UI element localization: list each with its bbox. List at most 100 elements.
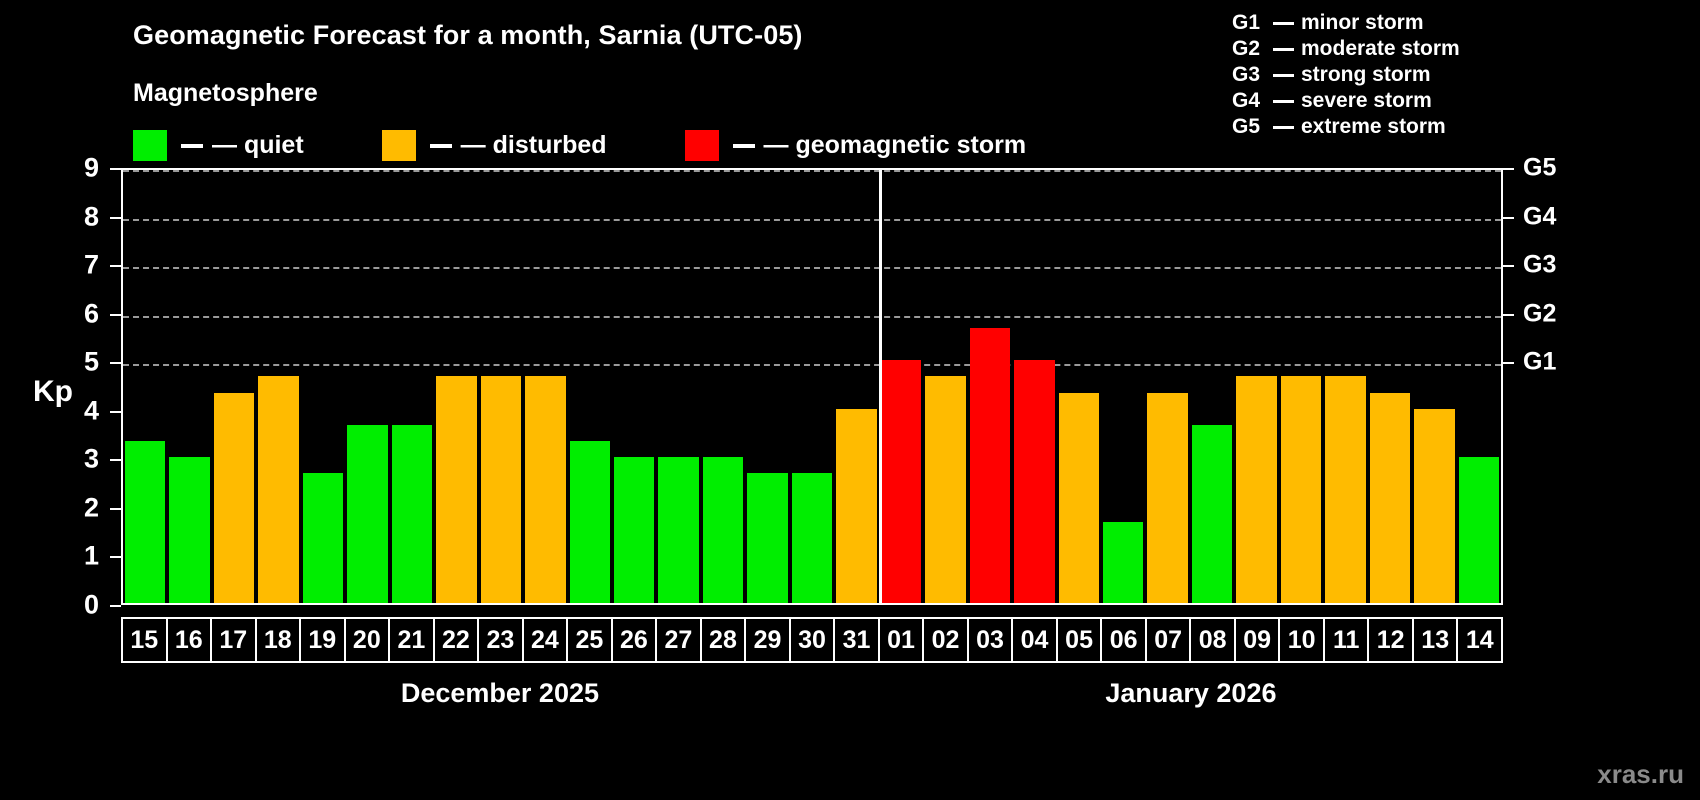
bar [1102, 521, 1144, 603]
g-scale-legend: G1 minor storm G2 moderate storm G3 strong st… [1232, 10, 1460, 140]
green-square-icon [133, 130, 167, 161]
date-tick-26: 26 [610, 617, 658, 663]
legend-label: — geomagnetic storm [763, 131, 1027, 159]
date-tick-11: 11 [1322, 617, 1370, 663]
date-tick-08: 08 [1189, 617, 1236, 663]
bar [480, 376, 522, 603]
g-scale-code: G5 [1232, 115, 1261, 138]
date-tick-01: 01 [877, 617, 925, 663]
g-scale-row: G1 minor storm [1232, 10, 1460, 36]
y-axis-label: Kp [33, 375, 73, 408]
bar-slot [1323, 170, 1367, 603]
y-axis-tick [110, 216, 121, 219]
legend-item: — disturbed [381, 130, 607, 161]
bar-slot [1457, 170, 1501, 603]
bar [747, 473, 788, 603]
y-axis-tick [110, 459, 121, 462]
y-axis-tick [110, 605, 121, 607]
bar [702, 457, 744, 603]
g-scale-desc: severe storm [1301, 89, 1432, 112]
right-axis-tick [1503, 313, 1514, 316]
bar [658, 457, 699, 603]
date-tick-21: 21 [388, 617, 435, 663]
date-tick-24: 24 [521, 617, 569, 663]
date-axis: 15 16 17 18 19 20 21 22 23 24 25 26 27 28 29 30 31 01 02 03… [121, 617, 1503, 663]
g-scale-code: G3 [1232, 63, 1261, 86]
legend-item: — quiet [133, 130, 304, 161]
bar-slot [1145, 170, 1189, 603]
right-axis-tick-label: G5 [1523, 153, 1557, 182]
date-tick-30: 30 [788, 617, 836, 663]
bar [1369, 392, 1411, 603]
bar [925, 376, 966, 603]
watermark: xras.ru [1597, 759, 1684, 789]
bar [1458, 457, 1500, 603]
date-tick-03: 03 [966, 617, 1014, 663]
bar-slot [568, 170, 612, 603]
bar [1014, 360, 1055, 603]
right-axis-tick-label: G3 [1523, 250, 1557, 279]
bar-slot [1234, 170, 1278, 603]
legend-label: — quiet [212, 131, 304, 159]
g-scale-dash [1273, 47, 1294, 51]
right-axis-tick [1503, 362, 1514, 365]
chart-subtitle: Magnetosphere [133, 79, 318, 107]
date-tick-06: 06 [1100, 617, 1147, 663]
date-tick-12: 12 [1367, 617, 1414, 663]
legend: — quiet — disturbed — geomagnetic storm [133, 130, 1104, 161]
bar [213, 392, 255, 603]
right-axis-tick [1503, 168, 1514, 170]
bar-slot [1412, 170, 1456, 603]
y-axis-tick-label: 1 [83, 540, 99, 571]
bar [1414, 408, 1455, 603]
date-tick-10: 10 [1278, 617, 1325, 663]
legend-label: — disturbed [460, 131, 607, 159]
date-tick-13: 13 [1411, 617, 1459, 663]
date-tick-07: 07 [1144, 617, 1192, 663]
date-tick-15: 15 [121, 617, 168, 663]
g-scale-row: G5 extreme storm [1232, 114, 1460, 140]
y-axis-tick-label: 8 [83, 201, 99, 232]
g-scale-dash [1273, 125, 1294, 129]
date-tick-29: 29 [744, 617, 791, 663]
bar-slot [345, 170, 389, 603]
bar-slot [523, 170, 567, 603]
g-scale-row: G3 strong storm [1232, 62, 1460, 88]
date-tick-09: 09 [1233, 617, 1281, 663]
date-tick-27: 27 [655, 617, 702, 663]
bar-series [123, 170, 1501, 603]
y-axis-tick [110, 265, 121, 268]
g-scale-code: G4 [1232, 89, 1261, 112]
bar-slot [390, 170, 434, 603]
bar-slot [301, 170, 345, 603]
y-axis-tick-label: 7 [83, 249, 99, 280]
y-axis-tick [110, 362, 121, 365]
y-axis-tick [110, 410, 121, 413]
bar [569, 441, 610, 603]
y-axis-tick [110, 313, 121, 316]
g-scale-dash [1273, 21, 1294, 25]
date-tick-18: 18 [254, 617, 302, 663]
bar [836, 408, 877, 603]
bar [1058, 392, 1099, 603]
date-tick-02: 02 [922, 617, 969, 663]
legend-dash [429, 143, 452, 148]
g-scale-desc: strong storm [1301, 63, 1431, 86]
bar [1191, 424, 1233, 603]
bar [525, 376, 566, 603]
bar-slot [1279, 170, 1323, 603]
date-tick-23: 23 [477, 617, 524, 663]
bar [969, 327, 1011, 603]
date-tick-20: 20 [343, 617, 391, 663]
gridline [123, 267, 1501, 270]
bar-slot [923, 170, 967, 603]
y-axis-tick [110, 168, 121, 170]
page-title: Geomagnetic Forecast for a month, Sarnia… [133, 20, 803, 50]
g-scale-code: G2 [1232, 37, 1261, 60]
month-label-january: January 2026 [1105, 678, 1277, 708]
bar [302, 473, 344, 603]
legend-item: — geomagnetic storm [684, 130, 1027, 161]
g-scale-desc: minor storm [1301, 11, 1424, 34]
bar [1147, 392, 1188, 603]
